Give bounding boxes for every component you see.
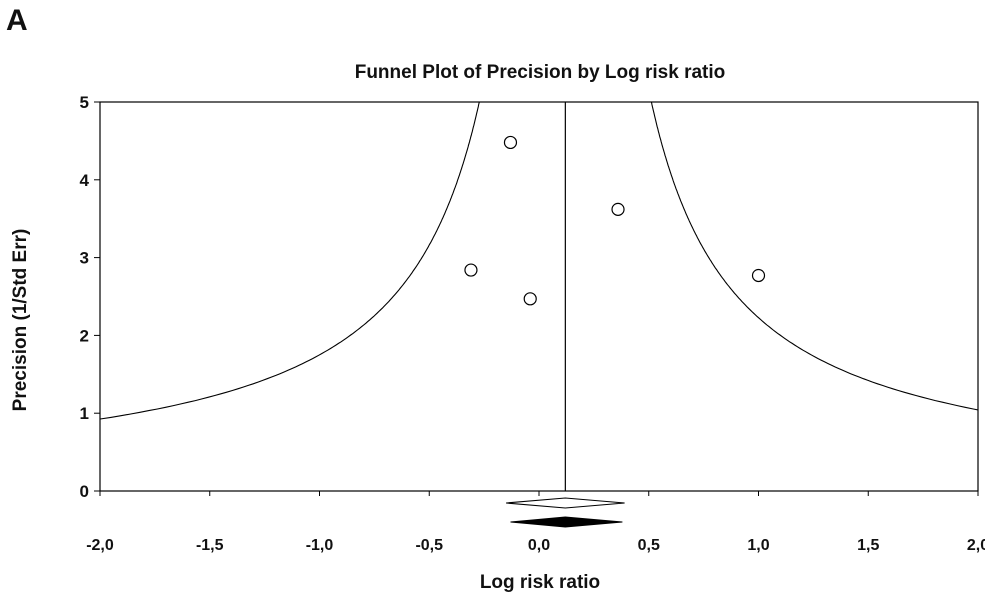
x-tick-label: -0,5: [415, 537, 443, 554]
funnel-boundary-right: [650, 102, 978, 411]
y-axis-label: Precision (1/Std Err): [10, 229, 31, 412]
x-tick-label: 0,5: [638, 537, 660, 554]
x-tick-label: 1,5: [857, 537, 879, 554]
y-tick-label: 1: [80, 404, 89, 423]
x-axis-label: Log risk ratio: [480, 572, 600, 593]
x-tick-label: -1,0: [306, 537, 334, 554]
summary-diamond-observed: [506, 497, 625, 509]
x-tick-label: 0,0: [528, 537, 550, 554]
x-tick-label: 2,0: [967, 537, 985, 554]
x-tick-label: 1,0: [747, 537, 769, 554]
study-point: [751, 268, 766, 283]
summary-diamond-adjusted: [510, 516, 623, 528]
plot-frame: [99, 101, 979, 492]
y-tick-label: 4: [80, 171, 90, 190]
study-point: [523, 292, 537, 306]
panel-label: A: [6, 4, 28, 37]
study-point: [503, 135, 518, 150]
y-tick-label: 2: [80, 326, 89, 345]
chart-title: Funnel Plot of Precision by Log risk rat…: [355, 62, 726, 83]
study-point: [464, 263, 478, 277]
y-tick-label: 3: [80, 249, 89, 268]
x-tick-label: -1,5: [196, 537, 224, 554]
y-tick-label: 5: [80, 93, 89, 112]
x-tick-label: -2,0: [86, 537, 114, 554]
study-point: [611, 202, 625, 216]
y-tick-label: 0: [80, 482, 89, 501]
funnel-boundary-left: [100, 102, 480, 420]
